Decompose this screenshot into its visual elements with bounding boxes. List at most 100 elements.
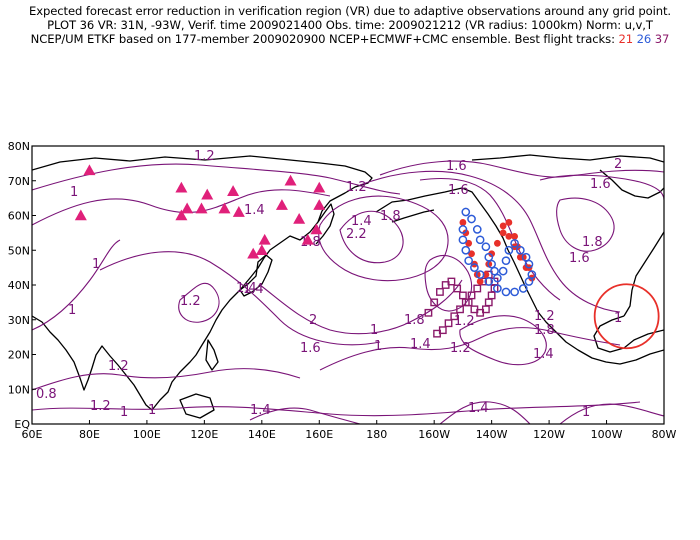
dropsonde-triangle-marker <box>175 181 188 193</box>
lat-tick-label: 40N <box>8 279 30 292</box>
contour-label: 1.8 <box>404 313 425 328</box>
contour-label: 1.6 <box>590 177 611 192</box>
track-26-ring-marker <box>487 259 496 269</box>
verification-region-circle <box>593 283 660 350</box>
contour-label: 2.2 <box>346 227 367 242</box>
track-21-dot-marker <box>511 232 519 240</box>
header-line-1: Expected forecast error reduction in ver… <box>28 4 671 18</box>
lat-tick-label: 80N <box>8 140 30 153</box>
track-37-square-marker <box>447 277 456 286</box>
track-37-square-marker <box>459 291 467 300</box>
track-26-ring-marker <box>516 245 525 255</box>
track-37-square-marker <box>484 298 493 307</box>
contour-label: 1.4 <box>243 282 264 297</box>
lat-tick-label: 70N <box>8 175 30 188</box>
track-26-ring-marker <box>518 284 528 293</box>
track-21-dot-marker <box>482 271 490 278</box>
contour-label: 0.8 <box>36 387 57 402</box>
track-26-ring-marker <box>524 277 534 286</box>
contour-label: 1.8 <box>582 235 603 250</box>
track-21-dot-marker <box>476 278 484 285</box>
track-26-ring-marker <box>490 266 499 276</box>
contour-label: 1.2 <box>346 180 367 195</box>
track-37-square-marker <box>467 291 476 300</box>
contour-line <box>459 315 547 366</box>
contour-label: 1.6 <box>446 159 467 174</box>
track-37-square-marker <box>433 329 441 338</box>
track-37-label: 37 <box>654 32 670 46</box>
dropsonde-triangle-marker <box>227 185 240 196</box>
dropsonde-triangle-marker <box>83 164 96 176</box>
dropsonde-triangle-marker <box>255 244 268 256</box>
track-26-ring-marker <box>493 273 502 283</box>
contour-line <box>318 195 449 282</box>
contour-line <box>439 401 531 424</box>
contour-label: 1.2 <box>454 314 475 329</box>
coastlines <box>32 154 664 419</box>
contour-label: 2 <box>309 313 317 328</box>
contour-label: 1.8 <box>380 209 401 224</box>
flight-track-21 <box>459 219 536 285</box>
track-37-square-marker <box>461 298 470 307</box>
track-26-ring-marker <box>510 287 519 297</box>
dropsonde-triangle-marker <box>313 199 326 210</box>
contour-line <box>178 282 220 323</box>
lon-tick-label: 100E <box>133 428 161 441</box>
lon-tick-label: 160W <box>418 428 450 441</box>
lon-tick-label: 180 <box>366 428 387 441</box>
track-26-ring-marker <box>475 270 485 279</box>
lon-tick-label: 100W <box>591 428 623 441</box>
track-21-dot-marker <box>462 229 470 237</box>
contour-label: 1.8 <box>534 323 555 338</box>
coastline-aleutians <box>391 209 435 223</box>
contour-line <box>419 178 561 301</box>
contour-label: 1 <box>68 303 76 318</box>
track-21-dot-marker <box>516 253 524 261</box>
lon-tick-label: 120E <box>190 428 218 441</box>
header-line-3: NCEP/UM ETKF based on 177-member 2009020… <box>0 32 700 46</box>
header-line-3-text: NCEP/UM ETKF based on 177-member 2009020… <box>30 32 615 46</box>
track-21-dot-marker <box>468 250 475 258</box>
contour-label: 1 <box>582 405 590 420</box>
dropsonde-triangle-marker <box>313 181 326 193</box>
contour-line <box>379 160 664 178</box>
contour-line <box>32 401 641 417</box>
latitude-axis: 80N 70N 60N 50N 40N 30N 20N 10N EQ <box>8 140 36 431</box>
track-37-square-marker <box>430 298 439 307</box>
track-26-ring-marker <box>484 277 494 286</box>
track-21-dot-marker <box>522 264 530 272</box>
dropsonde-triangle-marker <box>232 206 245 217</box>
track-26-ring-marker <box>504 245 514 255</box>
contour-label: 1.2 <box>194 149 215 164</box>
lat-tick-label: 10N <box>8 383 30 396</box>
dropsonde-triangle-marker <box>218 202 231 214</box>
coastline-kamchatka <box>315 203 335 245</box>
dropsonde-triangle-marker <box>258 233 271 245</box>
contour-labels: 1.2 1 1.4 1.6 1.6 1.2 1.4 1.8 2.2 2 1.8 … <box>36 149 622 420</box>
contour-label: 1.4 <box>533 347 554 362</box>
contour-label: 1.2 <box>108 359 129 374</box>
dropsonde-triangle-marker <box>74 209 87 221</box>
contour-line <box>32 239 121 331</box>
contour-label: 2 <box>614 157 622 172</box>
lat-tick-label: 60N <box>8 210 30 223</box>
contour-label: 1 <box>92 257 100 272</box>
track-37-square-marker <box>456 305 464 314</box>
track-21-label: 21 <box>618 32 634 46</box>
coastline-east-coast <box>623 231 664 317</box>
contour-label: 1.6 <box>569 251 590 266</box>
track-21-dot-marker <box>459 219 467 226</box>
track-26-ring-marker <box>484 252 494 262</box>
track-26-ring-marker <box>501 256 511 266</box>
lon-tick-label: 80W <box>652 428 677 441</box>
dropsonde-triangle-marker <box>181 202 194 214</box>
contour-label: 1 <box>148 403 156 418</box>
dropsonde-triangle-marker <box>293 212 306 224</box>
contour-label: 1.4 <box>468 401 489 416</box>
track-21-dot-marker <box>505 232 513 240</box>
contour-line <box>32 163 401 195</box>
contour-label: 1 <box>374 339 382 354</box>
track-21-dot-marker <box>505 219 513 226</box>
track-26-ring-marker <box>521 252 531 262</box>
